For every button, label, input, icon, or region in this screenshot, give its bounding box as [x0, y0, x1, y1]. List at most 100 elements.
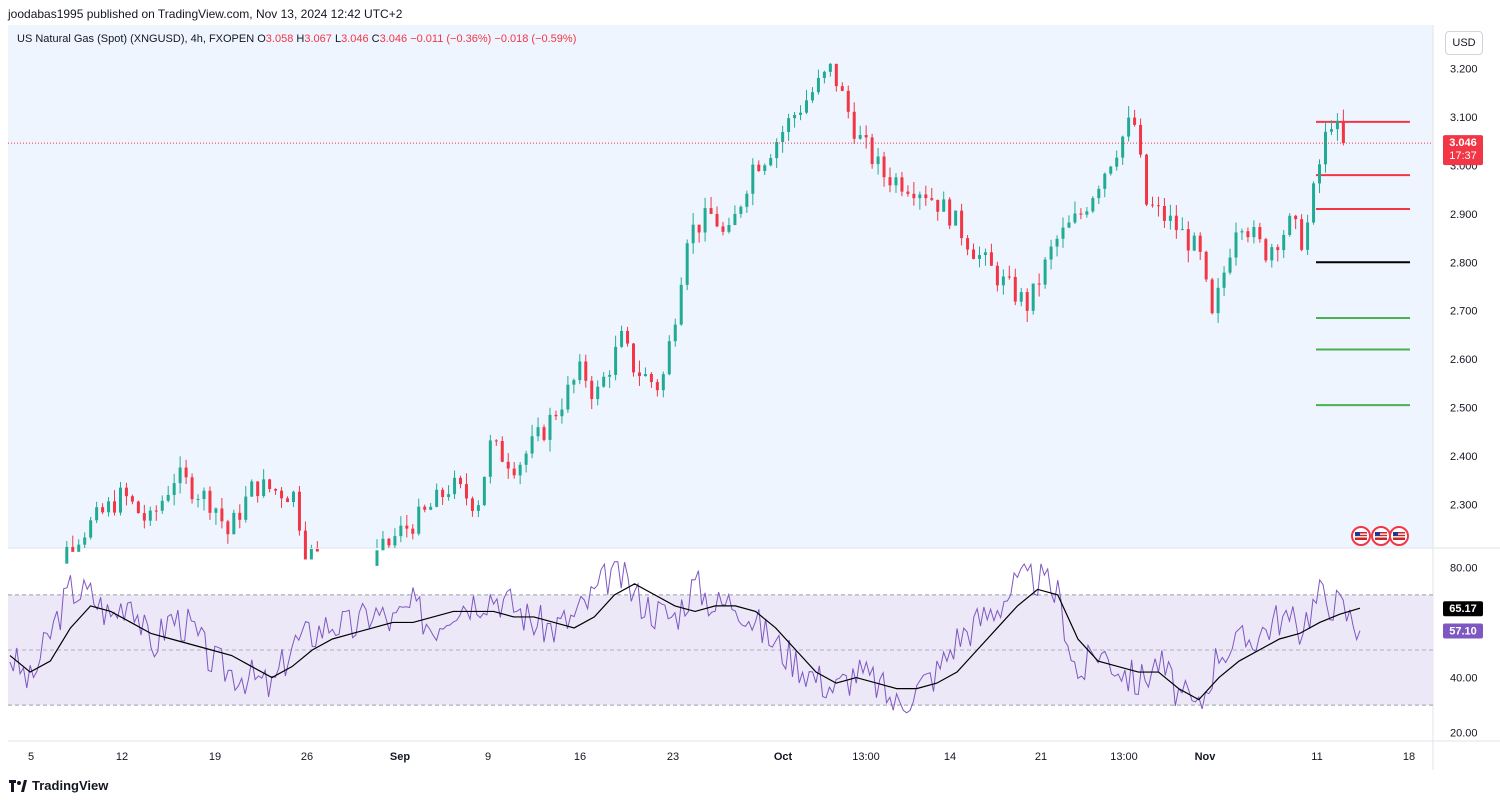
- candle-body: [500, 441, 504, 462]
- tradingview-brand[interactable]: TradingView: [9, 778, 108, 793]
- candle-body: [882, 156, 886, 178]
- candle-body: [130, 496, 134, 502]
- candle-body: [1312, 183, 1316, 223]
- low-label: L: [334, 33, 342, 45]
- candle-body: [763, 165, 767, 171]
- candle-body: [1037, 283, 1041, 285]
- candle-body: [1103, 173, 1107, 189]
- candle-body: [721, 226, 725, 232]
- candle-body: [268, 479, 272, 490]
- price-axis[interactable]: 2.3002.4002.5002.6002.7002.8002.9003.000…: [1450, 64, 1478, 512]
- candle-body: [423, 506, 427, 510]
- us-flag-icon[interactable]: [1389, 526, 1409, 546]
- candle-body: [1049, 246, 1053, 260]
- candle-body: [1145, 154, 1149, 205]
- candle-body: [1019, 292, 1023, 302]
- candle-body: [1174, 215, 1178, 231]
- brand-name: TradingView: [32, 778, 109, 793]
- candle-body: [1097, 188, 1101, 199]
- candle-body: [757, 164, 761, 171]
- candle-body: [488, 440, 492, 477]
- candle-body: [124, 487, 128, 497]
- time-tick: 12: [116, 751, 128, 763]
- last-price-label: 3.046 17:37: [1443, 135, 1483, 166]
- candle-body: [464, 484, 468, 499]
- open-label: O: [257, 33, 266, 45]
- candle-body: [1318, 164, 1322, 184]
- candle-body: [1001, 276, 1005, 286]
- candle-body: [1109, 166, 1113, 174]
- candle-body: [1115, 157, 1119, 167]
- candle-body: [977, 255, 981, 259]
- time-tick: 23: [667, 751, 679, 763]
- price-pane-background: [8, 25, 1433, 548]
- candle-body: [852, 111, 856, 139]
- candle-body: [679, 284, 683, 325]
- candle-body: [184, 467, 188, 478]
- symbol-title: US Natural Gas (Spot) (XNGUSD), 4h, FXOP…: [17, 33, 255, 45]
- candle-body: [560, 409, 564, 417]
- candle-body: [1055, 238, 1059, 247]
- candle-body: [1282, 234, 1286, 251]
- us-flag-icon[interactable]: [1351, 526, 1371, 546]
- candle-body: [1335, 120, 1339, 130]
- candle-body: [1139, 124, 1143, 155]
- candle-body: [858, 135, 862, 139]
- candle-body: [1276, 247, 1280, 251]
- candle-body: [834, 63, 838, 87]
- candle-body: [536, 427, 540, 437]
- candle-body: [822, 71, 826, 78]
- chart-frame[interactable]: 2.300 2.400 2.500 2.600 2.700 2.800 2.900 3.000…: [0, 25, 1500, 770]
- candle-body: [1061, 227, 1065, 239]
- last-price-value: 3.046: [1449, 137, 1477, 149]
- symbol-legend[interactable]: US Natural Gas (Spot) (XNGUSD), 4h, FXOP…: [17, 33, 576, 45]
- candle-body: [178, 467, 182, 484]
- price-tick: 2.900: [1450, 209, 1478, 221]
- candle-body: [894, 177, 898, 186]
- candle-body: [256, 481, 260, 497]
- us-flag-icon[interactable]: [1371, 526, 1391, 546]
- candle-body: [286, 498, 290, 503]
- candle-body: [643, 373, 647, 377]
- candle-body: [954, 210, 958, 226]
- event-flags[interactable]: [1350, 525, 1412, 547]
- candle-body: [554, 414, 558, 417]
- candle-body: [548, 414, 552, 440]
- candle-body: [148, 510, 152, 521]
- candle-body: [315, 548, 319, 552]
- candle-body: [930, 198, 934, 200]
- chart-svg[interactable]: 2.3002.4002.5002.6002.7002.8002.9003.000…: [0, 25, 1500, 770]
- candle-body: [584, 361, 588, 381]
- candle-body: [1204, 251, 1208, 280]
- candle-body: [709, 208, 713, 214]
- candle-body: [244, 496, 248, 520]
- time-axis[interactable]: 5 12 19 26 Sep 9 16 23 Oct 13:00 14 21 13:00 Nov 11 18: [28, 751, 1415, 763]
- candle-body: [1341, 120, 1345, 144]
- candle-body: [542, 427, 546, 440]
- currency-button[interactable]: USD: [1445, 31, 1483, 55]
- candle-body: [89, 520, 93, 538]
- rsi-line: [9, 561, 1361, 714]
- candle-body: [399, 525, 403, 537]
- candle-body: [1306, 222, 1310, 250]
- candle-body: [703, 208, 707, 233]
- rsi-axis[interactable]: 20.00 40.00 80.00: [1450, 562, 1478, 739]
- candle-body: [1031, 283, 1035, 311]
- candle-body: [1007, 276, 1011, 278]
- price-tick: 3.200: [1450, 64, 1478, 76]
- candle-body: [983, 252, 987, 256]
- candle-body: [154, 510, 158, 512]
- candle-body: [602, 376, 606, 387]
- candle-body: [1013, 276, 1017, 302]
- candle-body: [166, 494, 170, 501]
- candle-body: [655, 382, 659, 391]
- candle-body: [900, 177, 904, 192]
- candle-body: [83, 537, 87, 545]
- time-tick: 9: [485, 751, 491, 763]
- candle-body: [1150, 204, 1154, 206]
- price-tick: 3.100: [1450, 112, 1478, 124]
- candle-body: [870, 137, 874, 165]
- candle-body: [1192, 235, 1196, 251]
- candle-body: [966, 238, 970, 250]
- time-tick: Oct: [774, 751, 793, 763]
